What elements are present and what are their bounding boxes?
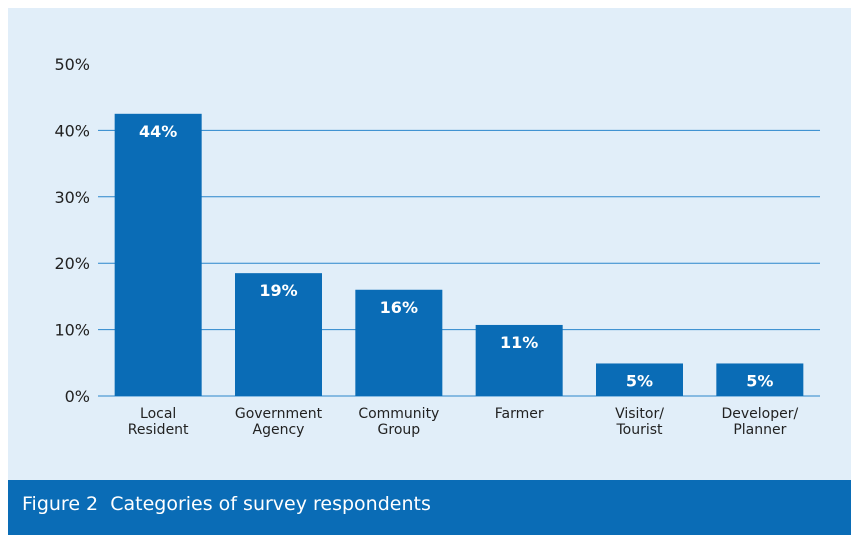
x-category-label-line: Group [378, 422, 421, 438]
y-tick-label: 50% [54, 55, 90, 74]
y-tick-label: 0% [65, 387, 90, 406]
bar-data-label: 19% [259, 281, 297, 300]
x-category-label-line: Farmer [495, 406, 544, 422]
x-category-label-line: Agency [253, 422, 305, 438]
chart-panel: 0% 10% 20% 30% 40% 50% 44% Local Resident 19% Gove… [8, 8, 851, 480]
bar-data-label: 11% [500, 333, 538, 352]
bar [716, 363, 804, 396]
x-category-label: Community Group [358, 406, 439, 438]
y-tick-label: 30% [54, 188, 90, 207]
x-category-label-line: Developer/ [721, 406, 798, 422]
bar [235, 273, 322, 396]
figure-title: Categories of survey respondents [110, 493, 431, 515]
x-category-label-line: Resident [128, 422, 189, 438]
x-category-label: Local Resident [128, 406, 189, 438]
bar [355, 289, 443, 396]
bar-data-label: 16% [380, 298, 418, 317]
x-category-label-line: Local [140, 406, 176, 422]
x-category-label-line: Tourist [615, 422, 663, 438]
bar-data-label: 5% [626, 371, 653, 390]
bar [114, 113, 202, 397]
x-category-label-line: Planner [733, 422, 786, 438]
figure-caption: Figure 2 Categories of survey respondent… [22, 493, 431, 515]
y-tick-label: 20% [54, 254, 90, 273]
x-category-label: Government Agency [235, 406, 323, 438]
x-category-label-line: Visitor/ [615, 406, 664, 422]
bar [596, 363, 683, 396]
caption-bar: Figure 2 Categories of survey respondent… [8, 480, 851, 535]
bar-data-label: 5% [746, 371, 773, 390]
y-tick-label: 10% [54, 321, 90, 340]
bar-data-label: 44% [139, 122, 177, 141]
x-category-label: Farmer [495, 406, 544, 422]
figure-label: Figure 2 [22, 493, 99, 515]
x-category-label: Developer/Planner [721, 406, 798, 438]
x-category-label-line: Government [235, 406, 323, 422]
bar [475, 324, 563, 396]
x-category-label: Visitor/Tourist [615, 406, 664, 438]
bar-chart: 0% 10% 20% 30% 40% 50% 44% Local Resident 19% Gove… [54, 55, 820, 438]
x-category-label-line: Community [358, 406, 439, 422]
y-tick-label: 40% [54, 121, 90, 140]
